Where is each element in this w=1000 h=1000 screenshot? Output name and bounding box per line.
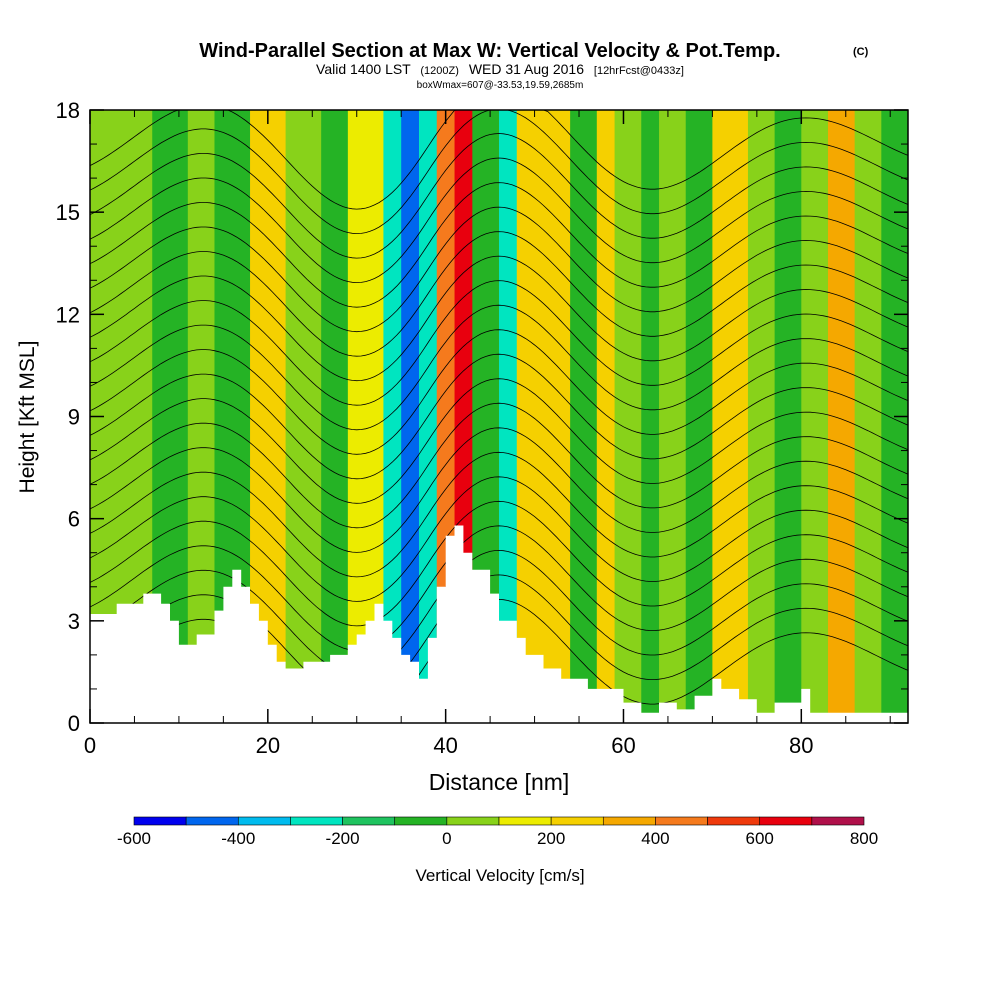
colorbar-label: Vertical Velocity [cm/s]: [415, 866, 584, 885]
colorbar-swatch-7: [498, 816, 552, 826]
vv-column-18: [570, 110, 598, 723]
theta-contour-3: [89, 525, 909, 651]
subtitle-forecast: [12hrFcst@0433z]: [594, 65, 684, 77]
y-tick-label: 18: [56, 98, 80, 123]
colorbar-tick-label: 0: [442, 829, 451, 848]
colorbar-swatch-12: [759, 816, 813, 826]
x-tick-label: 80: [789, 733, 813, 758]
theta-contour-10: [89, 353, 909, 480]
x-axis-label: Distance [nm]: [429, 769, 570, 795]
theta-contour-19: [89, 133, 909, 259]
potential-temperature-contours: [89, 109, 909, 724]
theta-contour-7: [89, 427, 909, 553]
theta-contour-13: [89, 280, 909, 406]
subtitle-date: WED 31 Aug 2016: [469, 61, 584, 77]
theta-contour-9: [89, 378, 909, 504]
x-tick-label: 40: [433, 733, 457, 758]
chart-subtitle: Valid 1400 LST (1200Z) WED 31 Aug 2016 […: [316, 61, 684, 77]
colorbar-tick-label: 200: [537, 829, 565, 848]
y-tick-label: 0: [68, 711, 80, 736]
theta-contour-15: [89, 231, 909, 357]
vv-column-6: [285, 110, 322, 723]
theta-contour-18: [89, 157, 909, 284]
y-tick-label: 15: [56, 200, 80, 225]
vv-column-9: [383, 110, 402, 723]
y-axis-label: Height [Kft MSL]: [16, 341, 39, 494]
vv-column-20: [614, 110, 642, 723]
y-tick-label: 12: [56, 302, 80, 327]
vv-column-29: [854, 110, 882, 723]
colorbar-swatch-9: [602, 816, 656, 826]
vv-column-7: [321, 110, 349, 723]
vv-column-15: [499, 110, 518, 723]
vv-column-19: [596, 110, 616, 723]
terrain-mask: [90, 525, 908, 723]
subtitle-box: boxWmax=607@-33.53,19.59,2685m: [417, 80, 584, 91]
x-tick-label: 60: [611, 733, 635, 758]
theta-contour-4: [89, 500, 909, 627]
colorbar-tick-label: -200: [326, 829, 360, 848]
colorbar-swatch-11: [707, 816, 761, 826]
colorbar-tick-label: 600: [746, 829, 774, 848]
theta-contour-14: [89, 255, 909, 382]
colorbar-tick-label: 800: [850, 829, 878, 848]
colorbar-swatch-6: [446, 816, 500, 826]
theta-contour-6: [89, 451, 909, 578]
colorbar-swatch-1: [185, 816, 239, 826]
x-axis: 0 20 40 60 80: [84, 110, 891, 758]
vv-column-10: [401, 110, 420, 723]
colorbar-swatch-13: [811, 816, 865, 826]
chart-title: Wind-Parallel Section at Max W: Vertical…: [199, 40, 780, 62]
subtitle-utc: (1200Z): [420, 65, 459, 77]
vv-column-25: [747, 110, 776, 723]
colorbar-swatch-4: [342, 816, 396, 826]
theta-contour-11: [89, 329, 909, 455]
vv-column-17: [543, 110, 571, 723]
theta-contour-16: [89, 206, 909, 333]
colorbar-swatch-2: [237, 816, 291, 826]
vv-column-21: [641, 110, 660, 723]
theta-contour-12: [89, 304, 909, 431]
colorbar-swatch-3: [290, 816, 343, 826]
colorbar: -600 -400 -200 0 200 400 600 800: [117, 816, 878, 848]
y-tick-label: 3: [68, 609, 80, 634]
theta-contour-2: [89, 549, 909, 676]
vv-column-22: [659, 110, 687, 723]
vv-column-16: [516, 110, 544, 723]
vv-column-3: [187, 110, 215, 723]
colorbar-swatch-0: [133, 816, 187, 826]
colorbar-tick-label: -600: [117, 829, 151, 848]
theta-contour-8: [89, 402, 909, 529]
y-tick-label: 9: [68, 405, 80, 430]
theta-contour-17: [89, 182, 909, 308]
vv-column-27: [801, 110, 829, 723]
colorbar-tick-label: 400: [641, 829, 669, 848]
x-tick-label: 20: [256, 733, 280, 758]
y-axis: 0 3 6 9 12 15 18: [56, 98, 908, 736]
colorbar-swatch-8: [550, 816, 604, 826]
colorbar-swatch-5: [394, 816, 448, 826]
y-tick-label: 6: [68, 507, 80, 532]
theta-contour-5: [89, 476, 909, 602]
copyright-mark: (C): [853, 46, 869, 58]
plot-area: [89, 109, 909, 724]
vv-column-24: [712, 110, 749, 723]
colorbar-swatch-10: [655, 816, 708, 826]
x-tick-label: 0: [84, 733, 96, 758]
vv-column-23: [685, 110, 713, 723]
colorbar-tick-label: -400: [221, 829, 255, 848]
subtitle-valid: Valid 1400 LST: [316, 61, 411, 77]
